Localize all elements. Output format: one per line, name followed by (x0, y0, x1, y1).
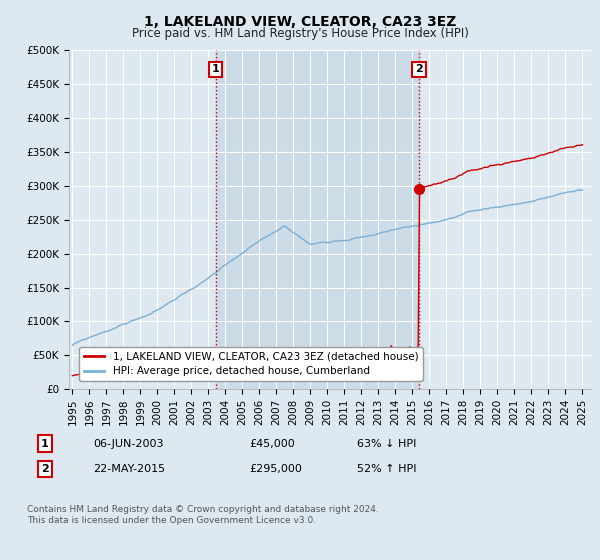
Legend: 1, LAKELAND VIEW, CLEATOR, CA23 3EZ (detached house), HPI: Average price, detach: 1, LAKELAND VIEW, CLEATOR, CA23 3EZ (det… (79, 347, 422, 381)
Text: 06-JUN-2003: 06-JUN-2003 (93, 438, 163, 449)
Text: £295,000: £295,000 (249, 464, 302, 474)
Text: £45,000: £45,000 (249, 438, 295, 449)
Text: Price paid vs. HM Land Registry's House Price Index (HPI): Price paid vs. HM Land Registry's House … (131, 27, 469, 40)
Text: 2: 2 (415, 64, 423, 74)
Text: 63% ↓ HPI: 63% ↓ HPI (357, 438, 416, 449)
Text: 2: 2 (41, 464, 49, 474)
Text: 1, LAKELAND VIEW, CLEATOR, CA23 3EZ: 1, LAKELAND VIEW, CLEATOR, CA23 3EZ (144, 15, 456, 29)
Text: 1: 1 (41, 438, 49, 449)
Text: 1: 1 (212, 64, 220, 74)
Bar (216, 50, 419, 389)
Text: Contains HM Land Registry data © Crown copyright and database right 2024.
This d: Contains HM Land Registry data © Crown c… (27, 505, 379, 525)
Text: 52% ↑ HPI: 52% ↑ HPI (357, 464, 416, 474)
Text: 22-MAY-2015: 22-MAY-2015 (93, 464, 165, 474)
